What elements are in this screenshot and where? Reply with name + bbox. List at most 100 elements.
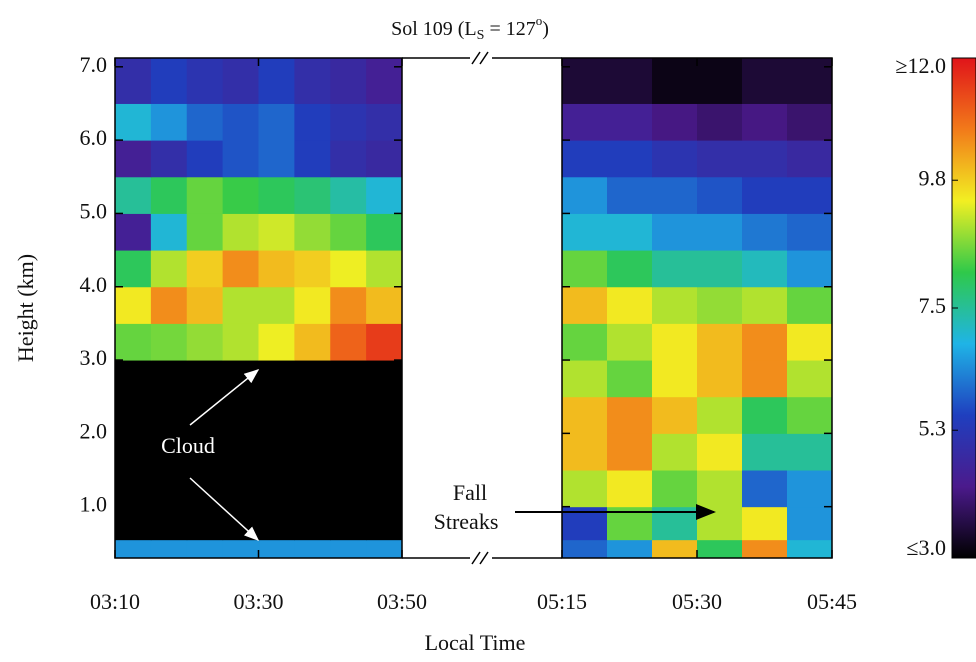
heatmap-cell	[150, 213, 188, 251]
heatmap-cell	[787, 360, 833, 398]
y-tick-label: 4.0	[80, 272, 108, 297]
heatmap-cell	[562, 250, 608, 288]
heatmap-cell	[787, 103, 833, 141]
heatmap-cell	[607, 103, 653, 141]
heatmap-cell	[186, 470, 224, 508]
heatmap-cell	[562, 103, 608, 141]
heatmap-cell	[742, 506, 788, 541]
heatmap-cell	[115, 58, 152, 104]
x-tick-label: 03:10	[90, 589, 140, 614]
heatmap-cell	[222, 58, 259, 104]
heatmap-cell	[294, 250, 331, 288]
heatmap-cell	[186, 58, 224, 104]
heatmap-cell	[562, 140, 608, 178]
heatmap-cell	[366, 250, 403, 288]
heatmap-cell	[742, 396, 788, 434]
heatmap-cell	[697, 250, 743, 288]
heatmap-cell	[115, 213, 152, 251]
heatmap-cell	[150, 140, 188, 178]
heatmap-cell	[186, 323, 224, 361]
heatmap-cell	[150, 539, 188, 559]
heatmap-cell	[652, 140, 698, 178]
heatmap-cell	[330, 213, 367, 251]
heatmap-cell	[787, 506, 833, 541]
heatmap-cell	[115, 103, 152, 141]
heatmap-cell	[697, 470, 743, 508]
heatmap-cell	[366, 506, 403, 541]
heatmap-cell	[366, 213, 403, 251]
heatmap-cell	[222, 286, 259, 324]
heatmap-cell	[222, 323, 259, 361]
heatmap-cell	[607, 433, 653, 471]
annotation-arrow	[189, 477, 260, 542]
heatmap-cell	[652, 539, 698, 559]
heatmap-cell	[742, 213, 788, 251]
heatmap-cell	[258, 58, 295, 104]
heatmap-cell	[258, 433, 295, 471]
heatmap-cell	[787, 213, 833, 251]
heatmap-cell	[652, 103, 698, 141]
heatmap-cell	[222, 213, 259, 251]
heatmap-cell	[652, 213, 698, 251]
heatmap-cell	[115, 433, 152, 471]
heatmap-cell	[787, 396, 833, 434]
heatmap-cell	[787, 470, 833, 508]
heatmap-cell	[366, 396, 403, 434]
heatmap-cell	[294, 213, 331, 251]
heatmap-cell	[562, 58, 608, 104]
heatmap-cell	[652, 470, 698, 508]
heatmap-cell	[697, 396, 743, 434]
heatmap-cell	[186, 250, 224, 288]
heatmap-cell	[186, 433, 224, 471]
x-tick-label: 03:50	[377, 589, 427, 614]
heatmap-cell	[222, 103, 259, 141]
heatmap-cell	[652, 433, 698, 471]
heatmap-cell	[330, 396, 367, 434]
heatmap-cell	[294, 58, 331, 104]
heatmap-cell	[330, 433, 367, 471]
heatmap-cell	[150, 58, 188, 104]
heatmap-cell	[607, 396, 653, 434]
x-axis-label: Local Time	[425, 630, 526, 655]
heatmap-cell	[186, 506, 224, 541]
heatmap-cell	[330, 506, 367, 541]
heatmap-cell	[562, 213, 608, 251]
heatmap-cell	[742, 433, 788, 471]
heatmap-cell	[186, 176, 224, 214]
heatmap-cell	[150, 433, 188, 471]
colorbar-tick-label: 7.5	[919, 293, 947, 318]
heatmap-cell	[330, 103, 367, 141]
heatmap-cell	[150, 323, 188, 361]
heatmap-cell	[294, 360, 331, 398]
heatmap-cell	[150, 396, 188, 434]
heatmap-cell	[697, 323, 743, 361]
heatmap-cell	[697, 539, 743, 559]
heatmap-cell	[115, 323, 152, 361]
y-tick-label: 5.0	[80, 198, 108, 223]
heatmap-cell	[330, 539, 367, 559]
heatmap-cell	[150, 286, 188, 324]
heatmap-cell	[366, 360, 403, 398]
heatmap-cell	[742, 103, 788, 141]
heatmap-cell	[222, 250, 259, 288]
title-part: = 127	[484, 18, 535, 40]
heatmap-cell	[186, 140, 224, 178]
heatmap-cell	[652, 396, 698, 434]
heatmap-cell	[150, 506, 188, 541]
heatmap-cells	[115, 58, 833, 559]
heatmap-cell	[742, 360, 788, 398]
chart-title: Sol 109 (LS = 127o)	[391, 13, 549, 43]
heatmap-cell	[258, 360, 295, 398]
heatmap-cell	[697, 140, 743, 178]
heatmap-cell	[366, 58, 403, 104]
title-part: Sol 109 (L	[391, 18, 477, 40]
annotation: Fall	[453, 480, 487, 505]
heatmap-cell	[186, 103, 224, 141]
heatmap-cell	[258, 103, 295, 141]
colorbar-tick-label: ≤3.0	[906, 535, 946, 560]
heatmap-cell	[607, 213, 653, 251]
heatmap-cell	[150, 250, 188, 288]
title-superscript: o	[536, 13, 543, 28]
annotation: Streaks	[434, 509, 499, 534]
